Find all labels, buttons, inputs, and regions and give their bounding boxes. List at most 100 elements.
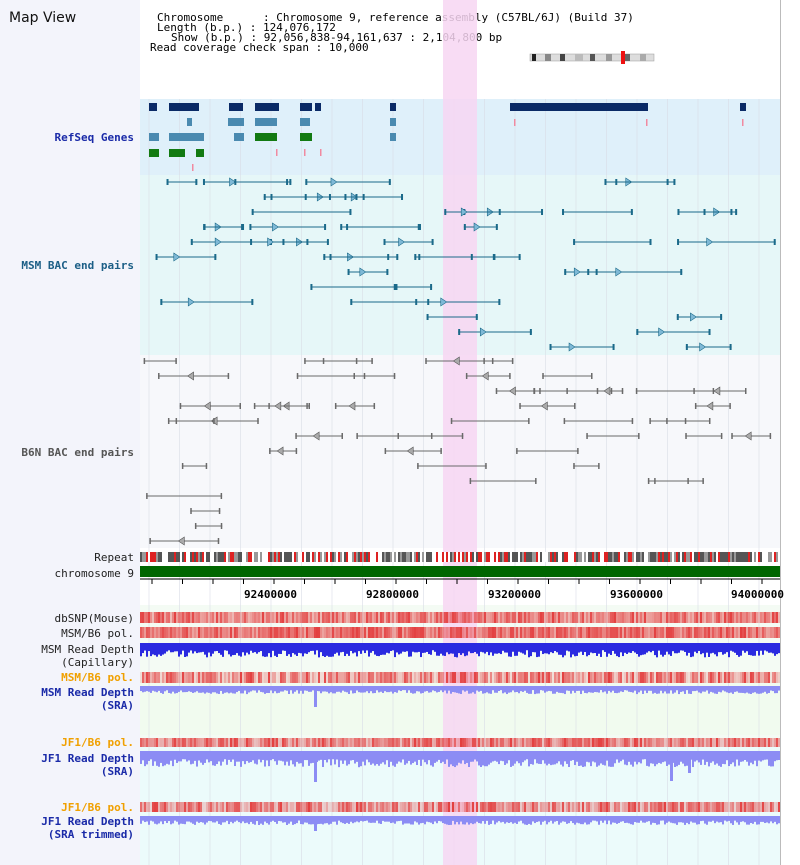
read-depth-bar (576, 816, 578, 823)
track-label-msm-depth-cap-1[interactable]: MSM Read Depth (41, 643, 134, 656)
polymorphism-cell (570, 738, 572, 747)
read-depth-bar (264, 686, 266, 694)
polymorphism-cell (336, 738, 338, 747)
read-depth-bar (636, 686, 638, 695)
read-depth-bar (308, 751, 310, 766)
polymorphism-cell (394, 802, 396, 812)
polymorphism-cell (384, 738, 386, 747)
read-depth-bar (548, 751, 550, 764)
read-depth-bar (614, 816, 616, 823)
polymorphism-cell (566, 672, 568, 683)
polymorphism-cell (210, 738, 212, 747)
polymorphism-cell (144, 802, 146, 812)
track-label-msm-bac[interactable]: MSM BAC end pairs (21, 259, 134, 272)
polymorphism-cell (568, 738, 570, 747)
polymorphism-cell (702, 612, 704, 623)
read-depth-bar (346, 686, 348, 693)
polymorphism-cell (314, 802, 316, 812)
b6n-bac-end (425, 358, 427, 364)
polymorphism-cell (398, 627, 400, 638)
repeat-segment (232, 552, 234, 562)
track-label-refseq[interactable]: RefSeq Genes (54, 131, 134, 144)
repeat-segment (338, 552, 340, 562)
polymorphism-cell (458, 612, 460, 623)
read-depth-bar (626, 686, 628, 691)
b6n-bac-end (495, 388, 498, 394)
read-depth-bar (374, 643, 376, 655)
read-depth-bar (248, 751, 250, 763)
read-depth-bar (618, 751, 620, 763)
track-label-chromosome[interactable]: chromosome 9 (54, 567, 134, 580)
track-label-jf1-trim-1[interactable]: JF1 Read Depth (41, 815, 134, 828)
polymorphism-cell (316, 738, 318, 747)
polymorphism-cell (376, 802, 378, 812)
repeat-segment (140, 552, 142, 562)
read-depth-bar (574, 643, 576, 657)
track-label-msm-b6-pol-1[interactable]: MSM/B6 pol. (61, 627, 134, 640)
read-depth-bar (542, 643, 544, 655)
read-depth-bar (532, 643, 534, 653)
read-depth-bar (500, 751, 502, 761)
repeat-segment (760, 552, 762, 562)
read-depth-bar (762, 643, 764, 655)
polymorphism-cell (580, 738, 582, 747)
read-depth-bar (628, 816, 630, 824)
polymorphism-cell (536, 738, 538, 747)
polymorphism-cell (598, 802, 600, 812)
track-label-dbsnp[interactable]: dbSNP(Mouse) (54, 612, 134, 625)
polymorphism-cell (428, 672, 430, 683)
read-depth-bar (512, 686, 514, 691)
read-depth-bar (342, 751, 344, 764)
polymorphism-cell (418, 802, 420, 812)
track-label-repeat[interactable]: Repeat (94, 551, 134, 564)
read-depth-bar (564, 643, 566, 656)
polymorphism-cell (270, 627, 272, 638)
read-depth-bar (372, 816, 374, 823)
read-depth-bar (322, 643, 324, 657)
read-depth-bar (300, 751, 302, 764)
polymorphism-cell (414, 672, 416, 683)
read-depth-bar (412, 816, 414, 825)
track-label-msm-depth-sra-1[interactable]: MSM Read Depth (41, 686, 134, 699)
b6n-bac-arrow (187, 371, 194, 381)
polymorphism-cell (466, 627, 468, 638)
repeat-segment (318, 552, 320, 562)
polymorphism-cell (232, 802, 234, 812)
polymorphism-cell (182, 612, 184, 623)
read-depth-bar (552, 686, 554, 694)
read-depth-bar (480, 816, 482, 824)
read-depth-bar (186, 643, 188, 657)
polymorphism-cell (746, 802, 748, 812)
page-title: Map View (9, 10, 77, 26)
read-depth-bar (484, 686, 486, 694)
track-label-msm-b6-pol-2[interactable]: MSM/B6 pol. (61, 671, 134, 684)
polymorphism-cell (344, 802, 346, 812)
repeat-segment (216, 552, 218, 562)
read-depth-bar (444, 643, 446, 656)
repeat-segment (274, 552, 276, 562)
polymorphism-cell (536, 802, 538, 812)
repeat-segment (752, 552, 754, 562)
track-label-b6n-bac[interactable]: B6N BAC end pairs (21, 446, 134, 459)
polymorphism-cell (668, 802, 670, 812)
track-label-jf1-b6-pol-2[interactable]: JF1/B6 pol. (61, 801, 134, 814)
polymorphism-cell (536, 612, 538, 623)
polymorphism-cell (498, 738, 500, 747)
read-depth-bar (202, 686, 204, 693)
read-depth-bar (582, 816, 584, 825)
track-label-jf1-b6-pol-1[interactable]: JF1/B6 pol. (61, 736, 134, 749)
polymorphism-cell (768, 802, 770, 812)
track-label-jf1-depth-1[interactable]: JF1 Read Depth (41, 752, 134, 765)
polymorphism-cell (440, 672, 442, 683)
polymorphism-cell (314, 627, 316, 638)
read-depth-bar (226, 816, 228, 821)
read-depth-bar (740, 643, 742, 656)
polymorphism-cell (416, 802, 418, 812)
read-depth-bar (654, 643, 656, 656)
msm-bac-arrow (568, 342, 576, 352)
repeat-segment (446, 552, 448, 562)
repeat-segment (248, 552, 250, 562)
b6n-bac-end (190, 508, 192, 514)
read-depth-bar (494, 686, 496, 693)
